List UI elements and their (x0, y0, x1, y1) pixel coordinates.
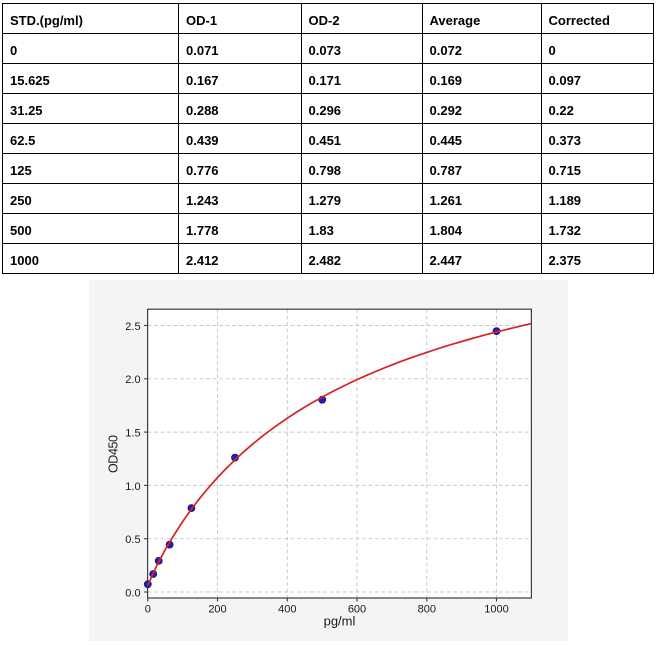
svg-text:pg/ml: pg/ml (324, 613, 356, 628)
svg-text:2.0: 2.0 (125, 374, 140, 386)
svg-text:1.0: 1.0 (125, 481, 140, 493)
svg-text:0.0: 0.0 (125, 587, 140, 599)
svg-text:600: 600 (348, 604, 366, 616)
svg-text:200: 200 (208, 604, 226, 616)
svg-text:1.5: 1.5 (125, 428, 140, 440)
svg-text:2.5: 2.5 (125, 321, 140, 333)
svg-text:OD450: OD450 (107, 435, 121, 473)
svg-text:1000: 1000 (484, 604, 508, 616)
svg-text:800: 800 (418, 604, 436, 616)
svg-text:400: 400 (278, 604, 296, 616)
svg-text:0.5: 0.5 (125, 534, 140, 546)
svg-text:0: 0 (145, 604, 151, 616)
